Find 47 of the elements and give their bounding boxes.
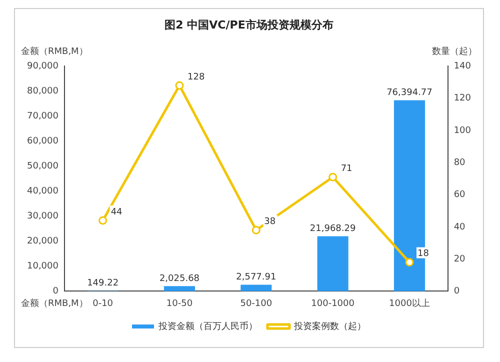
y2-tick-label: 40 [454,222,466,232]
x-tick-label: 10-50 [166,298,193,309]
y-tick-label: 0 [52,286,59,297]
bar [317,236,348,292]
y2-tick-label: 60 [454,190,466,200]
bar [240,284,272,292]
x-tick-label: 50-100 [240,298,272,309]
y-tick-label: 70,000 [26,112,59,122]
data-label: 2,025.68 [159,274,200,284]
data-label: 18 [417,249,430,260]
x-tick-label: 1000以上 [389,298,430,309]
y2-tick-label: 80 [454,158,466,168]
x-tick-label: 100-1000 [311,298,355,309]
data-label: 38 [264,216,276,227]
point [98,216,108,225]
data-label: 2,577.91 [236,272,276,283]
legend-label: 投资金额（百万人民币） [158,320,258,332]
point [405,258,414,267]
y-tick-label: 60,000 [26,136,59,147]
point [252,226,260,234]
y-tick-label: 10,000 [26,262,59,272]
data-label: 71 [340,164,352,174]
y2-tick-label: 20 [454,254,466,264]
y2-tick-label: 120 [454,94,472,104]
data-label: 76,394.77 [386,88,432,98]
y-tick-label: 90,000 [26,62,59,72]
legend-label: 投资案例数（起） [293,320,366,332]
y2-tick-label: 100 [454,126,472,136]
bar [164,286,196,292]
x-axis-title: 金额（RMB,M） [21,298,88,310]
point [328,172,338,182]
y-tick-label: 30,000 [26,212,59,222]
chart-title: 图2 中国VC/PE市场投资规模分布 [164,18,334,32]
y2-tick-label: 140 [454,62,472,72]
point [175,81,184,90]
y2-axis-title: 数量（起） [432,46,477,58]
data-label: 149.22 [87,278,119,289]
y-tick-label: 20,000 [26,236,59,247]
y2-tick-label: 0 [454,286,460,297]
y-axis-title: 金额（RMB,M） [21,46,88,58]
data-label: 128 [187,72,205,82]
data-label: 21,968.29 [310,224,356,234]
x-tick-label: 0-10 [92,298,114,309]
y-tick-label: 50,000 [26,162,59,172]
y-tick-label: 40,000 [26,186,59,197]
data-label: 44 [110,207,123,218]
y-tick-label: 80,000 [26,86,59,97]
